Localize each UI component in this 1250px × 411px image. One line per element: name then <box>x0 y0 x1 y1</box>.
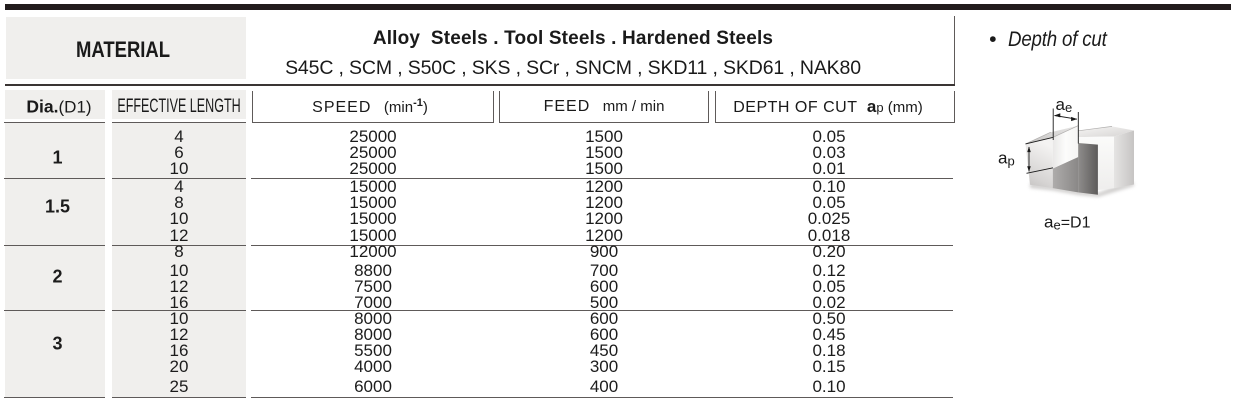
svg-text:ae=D1: ae=D1 <box>1044 213 1091 233</box>
svg-text:ap: ap <box>998 149 1015 169</box>
svg-text:ae: ae <box>1056 95 1073 115</box>
